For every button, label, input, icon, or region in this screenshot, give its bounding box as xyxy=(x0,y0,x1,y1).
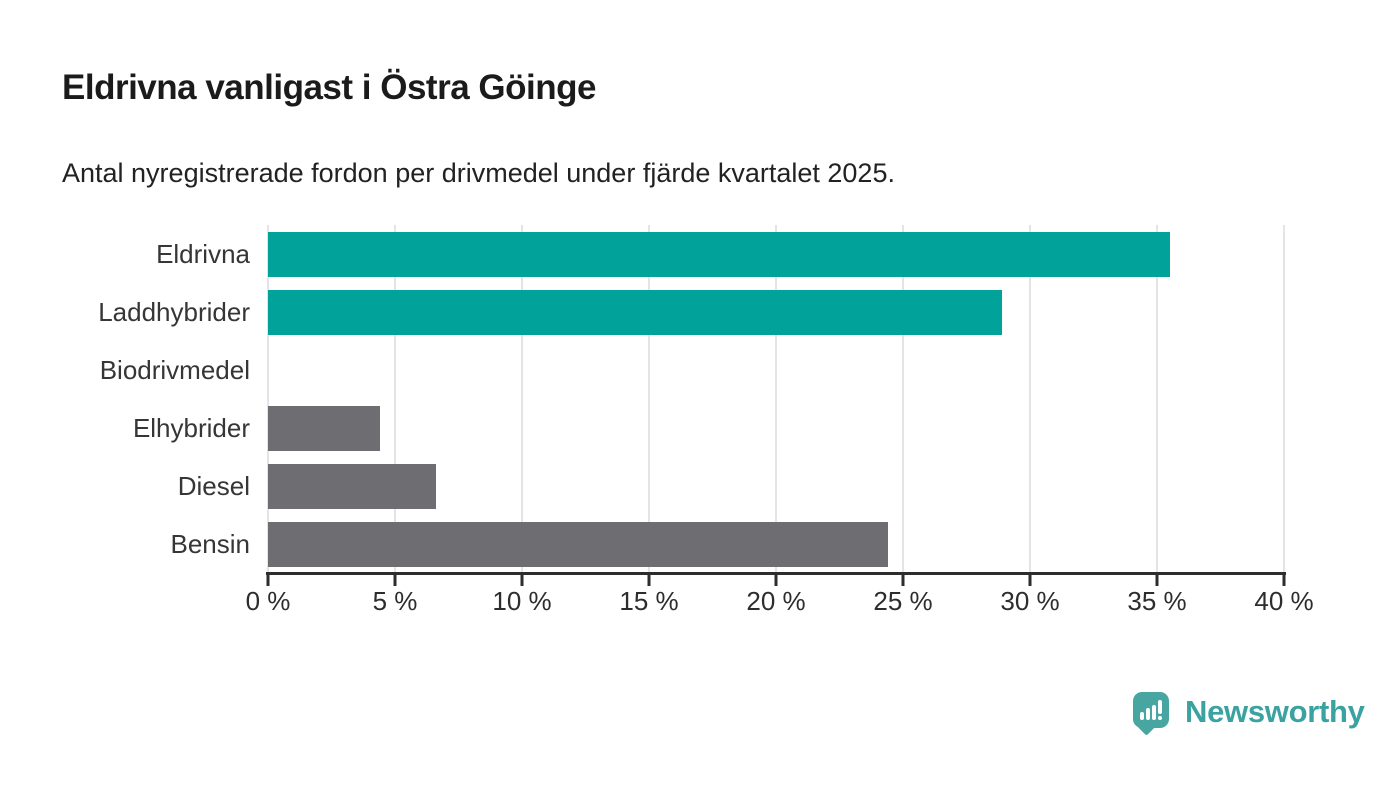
gridline xyxy=(267,225,269,573)
newsworthy-logo-icon xyxy=(1133,692,1169,736)
x-axis-tick-label: 15 % xyxy=(619,586,679,616)
category-label: Bensin xyxy=(170,529,251,559)
bar-row xyxy=(268,399,1284,457)
x-axis-tick xyxy=(1028,572,1032,586)
x-axis-tick-label: 10 % xyxy=(492,586,552,616)
bar-chart-glyph xyxy=(1133,700,1169,720)
brand-footer: Newsworthy xyxy=(1133,692,1365,736)
plot-area xyxy=(267,225,1285,573)
category-label: Eldrivna xyxy=(156,239,250,269)
bar-diesel xyxy=(268,463,436,509)
gridline xyxy=(1156,225,1158,573)
x-axis-tick-label: 0 % xyxy=(245,586,291,616)
x-axis-tick-label: 25 % xyxy=(873,586,933,616)
gridline xyxy=(902,225,904,573)
bar-row xyxy=(268,341,1284,399)
x-axis-tick-label: 20 % xyxy=(746,586,806,616)
y-axis-labels: Eldrivna Laddhybrider Biodrivmedel Elhybrid… xyxy=(0,225,250,573)
speech-bubble-tail xyxy=(1137,717,1156,736)
x-axis-tick xyxy=(901,572,905,586)
chart-title: Eldrivna vanligast i Östra Göinge xyxy=(62,68,596,107)
bar-elhybrider xyxy=(268,405,380,451)
x-axis-tick xyxy=(520,572,524,586)
x-axis-tick xyxy=(774,572,778,586)
category-label: Diesel xyxy=(177,471,250,501)
chart-subtitle: Antal nyregistrerade fordon per drivmede… xyxy=(62,158,895,188)
exclamation-glyph xyxy=(1158,700,1162,720)
gridline xyxy=(1029,225,1031,573)
gridline xyxy=(648,225,650,573)
bar-bensin xyxy=(268,521,888,567)
bar-row xyxy=(268,515,1284,573)
x-axis-tick xyxy=(266,572,270,586)
gridline xyxy=(394,225,396,573)
bar-laddhybrider xyxy=(268,289,1003,335)
x-axis-tick xyxy=(1155,572,1159,586)
x-axis-tick xyxy=(393,572,397,586)
newsworthy-logo-text: Newsworthy xyxy=(1185,694,1365,729)
bar-row xyxy=(268,225,1284,283)
category-label: Laddhybrider xyxy=(98,297,250,327)
bar-row xyxy=(268,457,1284,515)
x-axis-tick-label: 5 % xyxy=(372,586,418,616)
x-axis-tick-label: 35 % xyxy=(1127,586,1187,616)
gridline xyxy=(1283,225,1285,573)
x-axis-tick xyxy=(1282,572,1286,586)
category-label: Elhybrider xyxy=(132,413,250,443)
gridline xyxy=(521,225,523,573)
bar-eldrivna xyxy=(268,231,1170,277)
x-axis-tick-label: 30 % xyxy=(1000,586,1060,616)
x-axis-tick-label: 40 % xyxy=(1254,586,1314,616)
gridline xyxy=(775,225,777,573)
category-label: Biodrivmedel xyxy=(99,355,250,385)
bar-row xyxy=(268,283,1284,341)
x-axis-tick xyxy=(647,572,651,586)
